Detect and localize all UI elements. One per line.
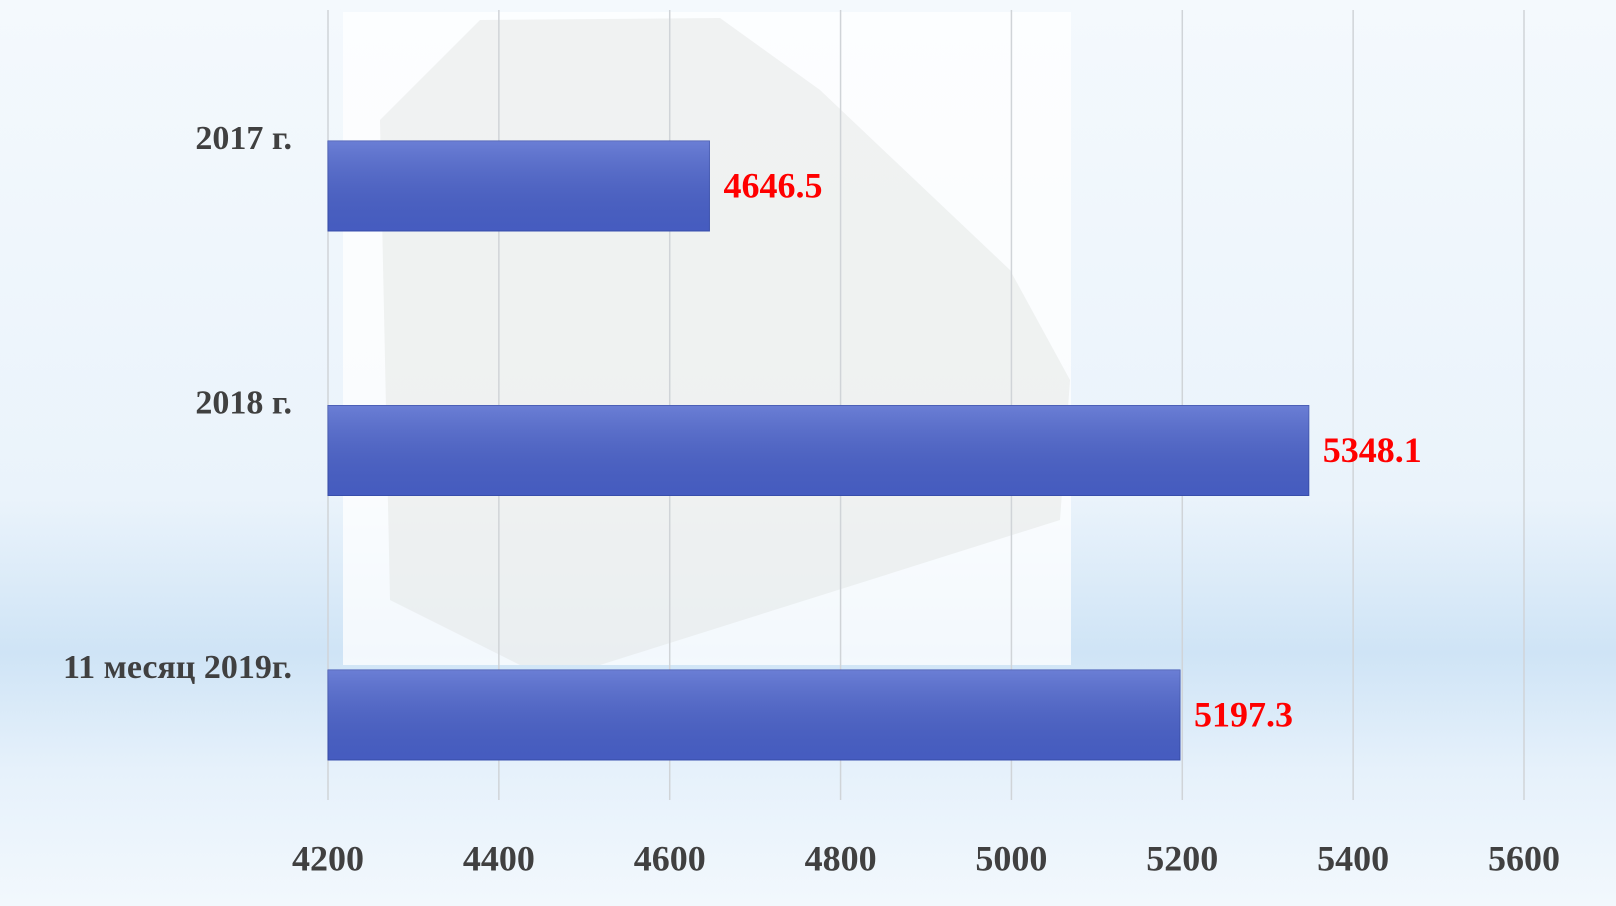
chart: 4200 4400 4600 4800 5000 5200 5400 5600 2017 г. 4… — [0, 0, 1616, 906]
x-tick-label: 4200 — [292, 838, 364, 878]
x-tick-label: 4800 — [805, 838, 877, 878]
y-tick-label: 2018 г. — [195, 384, 292, 421]
x-tick-label: 4600 — [634, 838, 706, 878]
bar-shade — [328, 670, 1180, 760]
bar-shade — [328, 141, 709, 231]
page: {"chart_data": {"type": "bar", "orientat… — [0, 0, 1616, 906]
x-tick-label: 5400 — [1317, 838, 1389, 878]
bar-shade — [328, 406, 1309, 496]
y-tick-label: 11 месяц 2019г. — [63, 649, 292, 686]
y-tick-label: 2017 г. — [195, 120, 292, 157]
x-tick-label: 5000 — [975, 838, 1047, 878]
value-label: 4646.5 — [723, 165, 822, 205]
x-tick-label: 5600 — [1488, 838, 1560, 878]
value-label: 5197.3 — [1194, 694, 1293, 734]
value-label: 5348.1 — [1323, 430, 1422, 470]
x-tick-label: 5200 — [1146, 838, 1218, 878]
x-tick-label: 4400 — [463, 838, 535, 878]
